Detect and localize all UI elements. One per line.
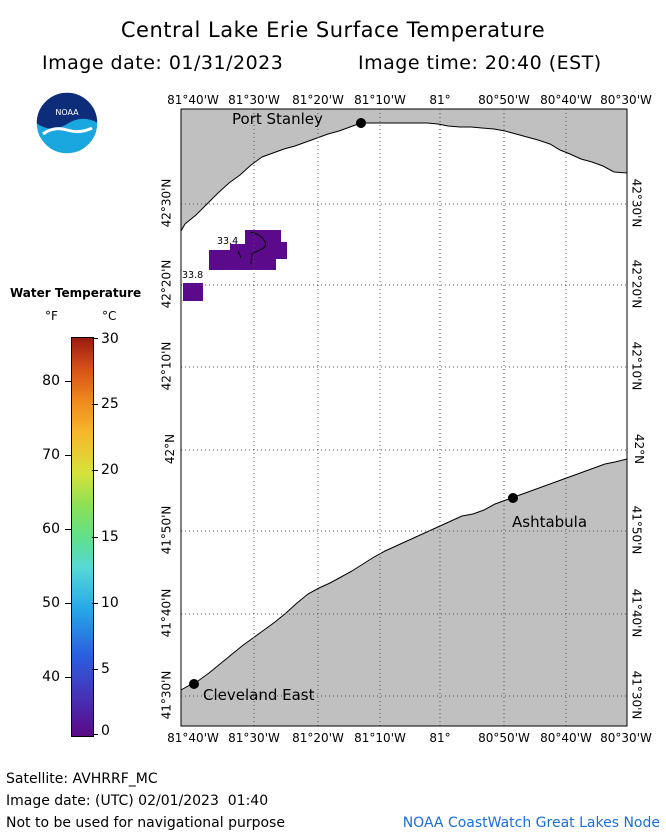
lat-label-left: 42°20'N xyxy=(159,259,174,309)
noaa-logo-text: NOAA xyxy=(55,108,79,117)
temp-patch-north xyxy=(209,230,287,270)
station-label-cleveland-east: Cleveland East xyxy=(203,686,315,704)
noaa-logo-icon[interactable]: NOAA xyxy=(34,90,100,156)
lon-label-top: 81°10'W xyxy=(354,93,406,107)
lat-label-right: 42°N xyxy=(632,433,647,465)
lat-label-left: 41°50'N xyxy=(159,505,174,555)
lat-label-right: 42°30'N xyxy=(629,178,644,228)
lat-label-right: 41°30'N xyxy=(629,670,644,720)
lon-label-bottom: 81° xyxy=(429,731,451,745)
lon-label-bottom: 81°10'W xyxy=(354,731,406,745)
lon-label-bottom: 81°30'W xyxy=(228,731,280,745)
temp-value-label: 33.4 xyxy=(217,236,239,247)
lat-label-right: 41°50'N xyxy=(629,505,644,555)
station-label-ashtabula: Ashtabula xyxy=(512,513,588,531)
lon-label-top: 81°40'W xyxy=(167,93,219,107)
image-date: Image date: 01/31/2023 xyxy=(42,52,284,74)
lon-label-bottom: 81°40'W xyxy=(167,731,219,745)
legend-tick-f: 50 xyxy=(42,595,60,611)
legend-title: Water Temperature xyxy=(10,286,142,300)
legend-tick-f: 70 xyxy=(42,447,60,463)
lat-label-left: 41°30'N xyxy=(159,670,174,720)
legend-tick-c: 0 xyxy=(101,723,110,739)
lon-label-top: 81° xyxy=(429,93,451,107)
temperature-patches xyxy=(183,230,287,301)
legend-tick-f: 60 xyxy=(42,521,60,537)
lon-label-bottom: 81°20'W xyxy=(292,731,344,745)
footer-credit-link[interactable]: NOAA CoastWatch Great Lakes Node xyxy=(402,815,660,831)
lat-label-left: 42°30'N xyxy=(159,178,174,228)
legend-tick-f: 80 xyxy=(42,373,60,389)
legend-tick-c: 15 xyxy=(101,529,119,545)
lon-label-top: 80°50'W xyxy=(478,93,530,107)
legend-tick-c: 5 xyxy=(101,661,110,677)
temp-patch-west xyxy=(183,283,203,301)
lon-label-top: 80°40'W xyxy=(540,93,592,107)
canada-land xyxy=(180,108,628,233)
lon-label-bottom: 80°40'W xyxy=(540,731,592,745)
legend-unit-f: °F xyxy=(45,309,58,323)
lon-label-top: 81°20'W xyxy=(292,93,344,107)
image-time: Image time: 20:40 (EST) xyxy=(358,52,602,74)
legend-tick-c: 25 xyxy=(101,396,119,412)
contour-line xyxy=(249,231,267,265)
station-label-port-stanley: Port Stanley xyxy=(232,110,323,128)
lon-label-top: 80°30'W xyxy=(600,93,652,107)
legend-tick-f: 40 xyxy=(42,669,60,685)
legend-tick-c: 30 xyxy=(101,331,119,347)
footer-utc-date: Image date: (UTC) 02/01/2023 01:40 xyxy=(6,793,269,809)
lat-label-right: 42°10'N xyxy=(629,341,644,391)
color-scale-bar xyxy=(71,337,94,737)
footer-satellite: Satellite: AVHRRF_MC xyxy=(6,771,158,787)
legend-tick-c: 20 xyxy=(101,462,119,478)
lon-label-top: 81°30'W xyxy=(228,93,280,107)
legend-tick-c: 10 xyxy=(101,595,119,611)
lat-label-right: 42°20'N xyxy=(629,259,644,309)
station-marker-cleveland-east[interactable] xyxy=(189,679,199,689)
lon-label-bottom: 80°30'W xyxy=(600,731,652,745)
contour-line xyxy=(237,250,242,259)
lat-label-left: 41°40'N xyxy=(159,588,174,638)
lat-label-left: 42°N xyxy=(163,433,178,465)
graticule xyxy=(181,109,627,726)
map-frame xyxy=(180,108,628,727)
station-marker-ashtabula[interactable] xyxy=(508,493,518,503)
station-marker-port-stanley[interactable] xyxy=(356,118,366,128)
lat-label-right: 41°40'N xyxy=(629,588,644,638)
lat-label-left: 42°10'N xyxy=(159,341,174,391)
temp-value-label: 33.8 xyxy=(182,270,204,281)
footer-warning: Not to be used for navigational purpose xyxy=(6,815,285,831)
legend-unit-c: °C xyxy=(102,309,117,323)
us-land xyxy=(180,458,628,727)
lon-label-bottom: 80°50'W xyxy=(478,731,530,745)
map-title: Central Lake Erie Surface Temperature xyxy=(120,18,546,42)
